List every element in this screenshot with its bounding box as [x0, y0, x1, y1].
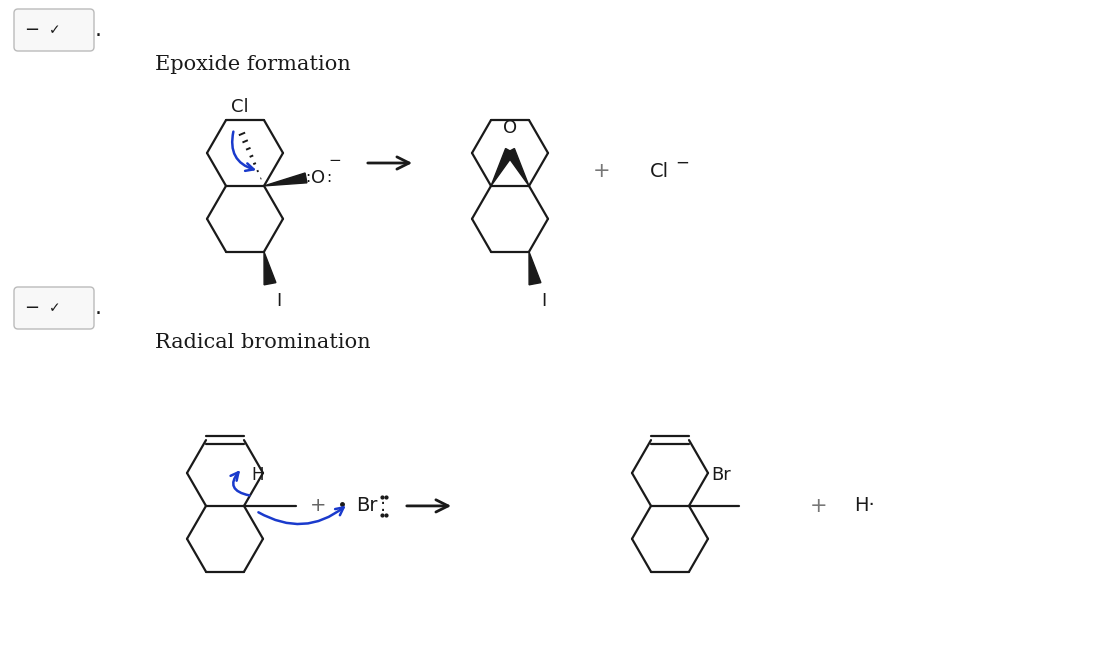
Text: +: + [593, 161, 610, 181]
Text: I: I [276, 292, 281, 310]
Text: Epoxide formation: Epoxide formation [155, 55, 350, 74]
Text: Radical bromination: Radical bromination [155, 333, 370, 352]
Text: −: − [328, 153, 340, 168]
Text: H·: H· [854, 496, 875, 516]
Text: −: − [24, 299, 40, 317]
Text: +: + [811, 496, 827, 516]
Text: :: : [326, 170, 331, 186]
Text: Br: Br [711, 466, 731, 484]
Text: O: O [503, 119, 517, 137]
Text: .: . [95, 298, 101, 318]
Polygon shape [529, 252, 540, 285]
Polygon shape [264, 252, 276, 285]
Text: O: O [311, 169, 325, 187]
Text: I: I [542, 292, 546, 310]
Text: :: : [305, 170, 310, 186]
Text: Cl: Cl [231, 98, 249, 116]
Text: ✓: ✓ [49, 23, 61, 37]
Text: .: . [95, 20, 101, 40]
Text: ✓: ✓ [49, 301, 61, 315]
Polygon shape [506, 148, 529, 186]
Polygon shape [492, 148, 515, 186]
Polygon shape [264, 173, 307, 186]
Text: H: H [251, 466, 265, 484]
Text: Br: Br [356, 496, 377, 516]
Text: +: + [310, 496, 326, 516]
FancyBboxPatch shape [14, 9, 95, 51]
Text: Cl: Cl [651, 162, 669, 180]
Text: :: : [380, 497, 386, 515]
FancyBboxPatch shape [14, 287, 95, 329]
Text: −: − [24, 21, 40, 39]
Text: −: − [675, 154, 688, 172]
